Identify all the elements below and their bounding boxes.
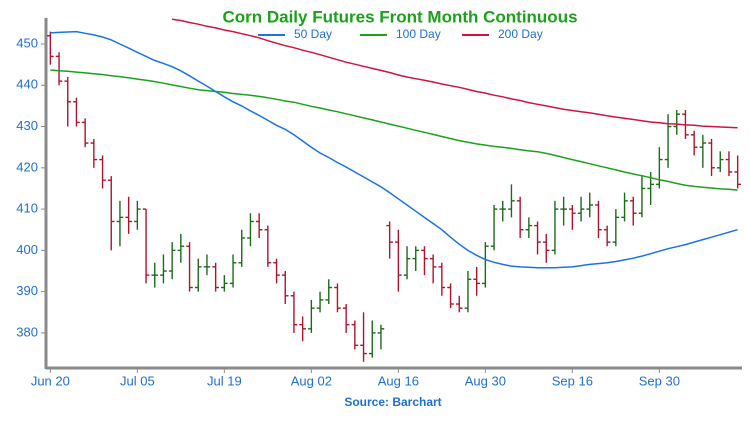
legend-label: 100 Day xyxy=(396,27,441,41)
y-tick-label: 430 xyxy=(16,118,38,133)
x-tick-label: Aug 02 xyxy=(291,373,332,388)
ma-line xyxy=(50,69,738,191)
y-tick-label: 400 xyxy=(16,242,38,257)
x-tick-label: Aug 16 xyxy=(378,373,419,388)
legend-label: 50 Day xyxy=(294,27,332,41)
source: Source: Barchart xyxy=(344,395,441,409)
y-tick-label: 420 xyxy=(16,159,38,174)
y-tick-label: 390 xyxy=(16,283,38,298)
ma-line xyxy=(171,18,738,129)
x-tick-label: Sep 16 xyxy=(552,373,593,388)
x-tick-label: Sep 30 xyxy=(639,373,680,388)
ma-line xyxy=(50,30,738,269)
y-tick-label: 440 xyxy=(16,77,38,92)
y-tick-label: 410 xyxy=(16,201,38,216)
x-tick-label: Aug 30 xyxy=(465,373,506,388)
y-tick-label: 450 xyxy=(16,35,38,50)
chart-title: Corn Daily Futures Front Month Continuou… xyxy=(222,7,577,26)
x-tick-label: Jun 20 xyxy=(31,373,70,388)
y-tick-label: 380 xyxy=(16,324,38,339)
legend-label: 200 Day xyxy=(498,27,543,41)
x-tick-label: Jul 19 xyxy=(207,373,242,388)
x-tick-label: Jul 05 xyxy=(120,373,155,388)
